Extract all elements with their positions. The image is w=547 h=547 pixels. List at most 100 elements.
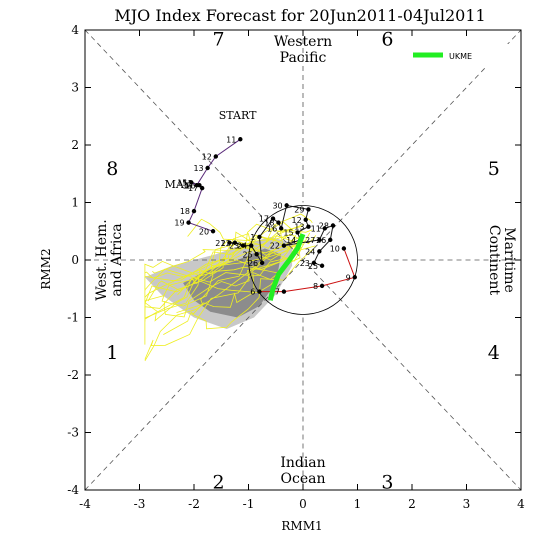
data-point — [303, 217, 308, 222]
data-point — [238, 137, 243, 142]
data-point — [317, 237, 322, 243]
data-point-label: 10 — [330, 245, 340, 254]
annotation-label: START — [219, 109, 257, 122]
phase-number: 1 — [106, 342, 118, 364]
region-label-top-line1: Western — [274, 34, 332, 50]
phase-number: 5 — [488, 158, 500, 180]
phase-number: 3 — [381, 471, 393, 493]
y-tick-label: 4 — [71, 23, 79, 37]
phase-number: 4 — [488, 342, 500, 364]
legend: UKME — [405, 44, 513, 66]
data-point — [210, 229, 216, 234]
data-point-label: 16 — [185, 181, 195, 190]
data-point-label: 24 — [305, 247, 315, 256]
data-point-label: 14 — [286, 236, 296, 245]
region-label-bottom-line2: Ocean — [281, 471, 326, 487]
y-tick-label: -2 — [67, 368, 79, 382]
x-axis-label: RMM1 — [281, 519, 322, 533]
ensemble-member-trace — [144, 233, 293, 282]
data-point-label: 17 — [188, 184, 198, 193]
annotation-label: MAY — [165, 178, 192, 191]
data-point — [352, 275, 357, 280]
ensemble-member-trace — [163, 244, 294, 318]
ensemble-members — [144, 213, 317, 362]
chart-title: MJO Index Forecast for 20Jun2011-04Jul20… — [114, 6, 485, 25]
data-point-label: 20 — [199, 227, 209, 236]
data-point-label: 25 — [308, 262, 318, 271]
region-label-top-line2: Pacific — [280, 50, 327, 66]
x-tick-label: 1 — [354, 497, 362, 511]
data-point-label: 19 — [174, 219, 184, 228]
data-point-label: 24 — [237, 242, 247, 251]
data-point-label: 15 — [283, 228, 293, 237]
data-point-label: 9 — [346, 273, 351, 282]
data-point — [341, 246, 347, 251]
data-point-label: 23 — [300, 259, 310, 268]
series-UKME — [267, 233, 306, 301]
data-point — [189, 180, 194, 185]
ensemble-member-trace — [144, 226, 302, 305]
x-tick-label: 2 — [408, 497, 416, 511]
data-point — [306, 224, 311, 229]
ensemble-member-trace — [147, 235, 304, 302]
phase-number: 8 — [106, 158, 118, 180]
data-point — [254, 252, 259, 257]
ensemble-member-trace — [144, 235, 304, 322]
region-label-bottom-line1: Indian — [280, 455, 325, 471]
data-point — [213, 154, 218, 159]
phase-number: 6 — [381, 29, 393, 51]
data-point-label: 29 — [294, 205, 304, 214]
data-point — [240, 243, 246, 248]
ensemble-member-trace — [187, 218, 302, 242]
data-point — [328, 237, 333, 243]
data-point-label: 30 — [272, 201, 282, 210]
data-point — [227, 240, 232, 245]
data-point-label: 8 — [313, 282, 318, 291]
y-tick-label: 0 — [71, 253, 79, 267]
data-point — [270, 216, 276, 221]
data-point — [191, 208, 197, 214]
y-tick-label: 3 — [71, 81, 79, 95]
x-tick-label: 3 — [463, 497, 471, 511]
data-point — [295, 230, 300, 235]
data-point — [232, 240, 238, 245]
x-tick-label: 0 — [299, 497, 307, 511]
data-point — [257, 234, 262, 240]
ensemble-member-trace — [144, 245, 316, 291]
data-point — [317, 249, 322, 254]
x-tick-label: -2 — [188, 497, 200, 511]
data-point-label: 13 — [193, 164, 203, 173]
data-point-label: 17 — [259, 215, 269, 224]
data-point-label: 25 — [242, 250, 252, 259]
data-point-label: 11 — [311, 224, 321, 233]
data-point — [197, 183, 202, 188]
data-point-label: 12 — [202, 153, 212, 162]
data-point-label: 12 — [292, 216, 302, 225]
data-point — [322, 226, 327, 231]
ensemble-member-trace — [144, 246, 303, 360]
y-tick-label: -1 — [67, 311, 79, 325]
data-point-label: 18 — [180, 207, 190, 216]
data-point-label: 18 — [264, 219, 274, 228]
legend-box — [405, 44, 513, 66]
data-point — [279, 226, 284, 231]
data-point — [306, 207, 311, 212]
series-line — [267, 233, 306, 301]
region-label-right-line2: Continent — [486, 225, 502, 296]
data-point — [276, 220, 281, 225]
data-point — [311, 260, 317, 266]
data-point-label: 22 — [221, 239, 231, 248]
data-point — [284, 203, 289, 208]
data-point — [330, 223, 336, 228]
data-point-label: 15 — [177, 178, 187, 187]
x-tick-label: -4 — [79, 497, 91, 511]
data-point — [319, 263, 325, 268]
data-point — [257, 289, 262, 294]
phase-number: 7 — [212, 29, 224, 51]
phase-number: 2 — [212, 471, 224, 493]
data-point — [281, 289, 287, 294]
y-tick-label: 2 — [71, 138, 79, 152]
